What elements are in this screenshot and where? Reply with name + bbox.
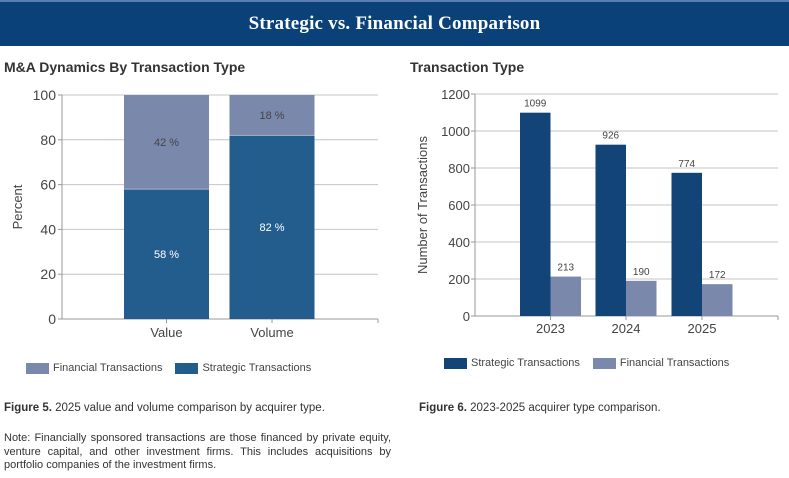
y-tick-label: 100 (33, 87, 57, 103)
figure5-caption: Figure 5. 2025 value and volume comparis… (4, 402, 325, 414)
legend-swatch-strategic (175, 362, 199, 374)
figure6-caption: Figure 6. 2023-2025 acquirer type compar… (419, 402, 661, 414)
chart2-legend: Strategic Transactions Financial Transac… (444, 357, 742, 369)
y-tick-label: 400 (448, 235, 470, 250)
legend-swatch-financial (26, 362, 49, 374)
legend-item-strategic: Strategic Transactions (175, 362, 311, 374)
bar-financial-transactions (702, 284, 733, 316)
x-tick-label: 2023 (536, 321, 565, 336)
x-tick-label: 2024 (612, 321, 641, 336)
y-tick-label: 1000 (441, 124, 470, 139)
legend-label: Financial Transactions (53, 362, 163, 374)
data-label: 58 % (154, 249, 179, 261)
chart1-title: M&A Dynamics By Transaction Type (4, 59, 246, 75)
y-axis-label: Number of Transactions (415, 136, 430, 275)
legend-label: Strategic Transactions (202, 362, 312, 374)
chart1-legend: Financial Transactions Strategic Transac… (26, 362, 324, 374)
y-tick-label: 0 (48, 311, 56, 327)
legend-label: Financial Transactions (619, 357, 730, 369)
y-tick-label: 600 (448, 198, 470, 213)
legend-swatch-financial (592, 357, 616, 369)
figure6-text: 2023-2025 acquirer type comparison. (466, 402, 661, 414)
x-tick-label: 2025 (688, 321, 717, 336)
y-tick-label: 20 (40, 266, 56, 282)
data-label: 172 (709, 270, 726, 281)
x-tick-label: Value (150, 325, 182, 340)
chart2-title: Transaction Type (410, 59, 525, 75)
bar-strategic-transactions (671, 172, 702, 316)
data-label: 82 % (259, 222, 284, 234)
bar-financial-transactions (229, 95, 315, 136)
data-label: 1099 (524, 99, 547, 110)
legend-item-financial: Financial Transactions (592, 357, 730, 369)
bar-strategic-transactions (595, 144, 626, 316)
bar-strategic-transactions (229, 135, 315, 319)
legend-item-financial: Financial Transactions (26, 362, 162, 374)
y-tick-label: 60 (40, 177, 56, 193)
figure5-text: 2025 value and volume comparison by acqu… (51, 402, 325, 414)
y-tick-label: 40 (40, 221, 56, 237)
y-tick-label: 80 (40, 132, 56, 148)
bar-financial-transactions (626, 280, 657, 316)
legend-swatch-strategic (444, 357, 467, 369)
data-label: 190 (633, 267, 650, 278)
y-tick-label: 200 (448, 272, 470, 287)
figure6-label: Figure 6. (419, 402, 467, 414)
bar-strategic-transactions (124, 189, 209, 319)
x-tick-label: Volume (250, 325, 293, 340)
y-tick-label: 1200 (441, 87, 470, 102)
page-banner: Strategic vs. Financial Comparison (0, 0, 789, 46)
bar-financial-transactions (124, 95, 209, 190)
data-label: 213 (557, 263, 574, 274)
data-label: 926 (602, 131, 619, 142)
data-label: 774 (678, 159, 695, 170)
legend-label: Strategic Transactions (471, 357, 580, 369)
figure5-label: Figure 5. (4, 402, 52, 414)
y-axis-label: Percent (10, 184, 25, 229)
footnote: Note: Financially sponsored transactions… (4, 432, 391, 471)
legend-item-strategic: Strategic Transactions (444, 357, 580, 369)
bar-financial-transactions (550, 276, 581, 316)
data-label: 18 % (259, 110, 284, 122)
y-tick-label: 800 (448, 161, 470, 176)
y-tick-label: 0 (463, 309, 470, 324)
bar-strategic-transactions (520, 112, 551, 316)
banner-title: Strategic vs. Financial Comparison (248, 13, 541, 34)
data-label: 42 % (154, 137, 179, 149)
